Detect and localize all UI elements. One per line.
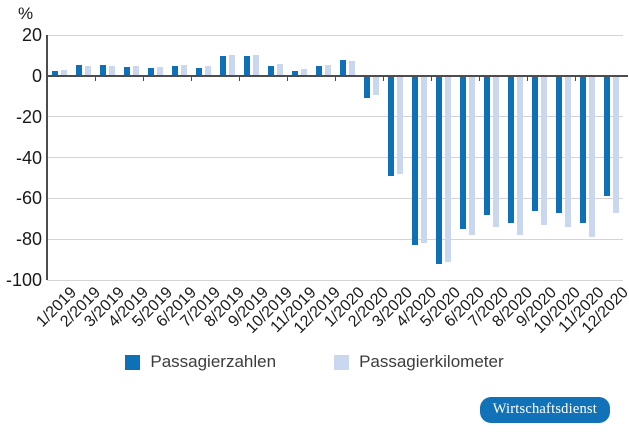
legend-label-passagierkilometer: Passagierkilometer [359, 352, 504, 371]
bar-passagierzahlen-10-2019 [267, 65, 274, 76]
bar-passagierzahlen-9-2020 [531, 75, 538, 211]
bar-passagierkilometer-12-2020 [612, 75, 619, 213]
bar-passagierkilometer-7-2019 [204, 66, 211, 76]
x-axis-tick [287, 76, 288, 81]
bar-passagierkilometer-5-2019 [156, 66, 163, 76]
bar-passagierzahlen-7-2019 [195, 67, 202, 76]
gridline--20 [47, 116, 623, 118]
bar-passagierzahlen-10-2020 [555, 75, 562, 213]
y-tick-label-0: 0 [31, 65, 42, 86]
bar-passagierkilometer-6-2019 [180, 64, 187, 76]
bar-passagierkilometer-11-2019 [300, 69, 307, 76]
legend-label-passagierzahlen: Passagierzahlen [150, 352, 277, 371]
bar-passagierzahlen-1-2020 [339, 59, 346, 76]
x-axis-tick [383, 76, 384, 81]
legend-item-passagierzahlen: Passagierzahlen [125, 352, 276, 372]
bar-passagierkilometer-4-2020 [420, 75, 427, 244]
bar-passagierkilometer-1-2019 [60, 69, 67, 76]
x-axis-tick [191, 76, 192, 81]
gridline--80 [47, 238, 623, 240]
bar-passagierzahlen-1-2019 [51, 71, 58, 76]
y-tick-label--40: -40 [15, 147, 42, 168]
bar-passagierkilometer-10-2020 [564, 75, 571, 227]
x-axis-tick [143, 76, 144, 81]
legend: Passagierzahlen Passagierkilometer [0, 352, 629, 372]
bar-passagierzahlen-4-2019 [123, 67, 130, 76]
bar-passagierzahlen-5-2019 [147, 68, 154, 76]
bar-passagierkilometer-6-2020 [468, 75, 475, 236]
gridline--100 [47, 279, 623, 281]
bar-passagierzahlen-5-2020 [435, 75, 442, 264]
y-tick-label--60: -60 [15, 188, 42, 209]
x-axis-tick [95, 76, 96, 81]
bar-passagierkilometer-12-2019 [324, 65, 331, 76]
bar-passagierzahlen-8-2019 [219, 56, 226, 76]
bar-passagierkilometer-2-2020 [372, 75, 379, 96]
bar-passagierkilometer-10-2019 [276, 64, 283, 76]
bar-passagierkilometer-5-2020 [444, 75, 451, 262]
gridline--40 [47, 157, 623, 158]
wirtschaftsdienst-badge: Wirtschaftsdienst [479, 397, 610, 423]
x-axis-tick [239, 76, 240, 81]
bar-passagierzahlen-4-2020 [411, 75, 418, 246]
bar-passagierzahlen-8-2020 [507, 75, 514, 223]
x-axis-tick [575, 76, 576, 81]
x-axis-zero-line [46, 74, 628, 77]
y-tick-label--100: -100 [5, 270, 42, 290]
gridline--60 [47, 197, 623, 199]
bar-passagierkilometer-3-2020 [396, 75, 403, 174]
bar-passagierkilometer-2-2019 [84, 65, 91, 76]
legend-item-passagierkilometer: Passagierkilometer [334, 352, 504, 372]
y-tick-label--80: -80 [15, 229, 42, 250]
bar-passagierzahlen-3-2020 [387, 75, 394, 176]
y-axis-line [46, 35, 48, 280]
legend-swatch-passagierzahlen [125, 354, 141, 370]
y-tick-label-20: 20 [21, 25, 42, 45]
x-axis-tick [335, 76, 336, 81]
bar-passagierkilometer-1-2020 [348, 60, 355, 76]
bar-passagierkilometer-9-2019 [252, 55, 259, 76]
bar-passagierkilometer-11-2020 [588, 75, 595, 238]
bar-passagierzahlen-6-2019 [171, 65, 178, 76]
x-axis-tick [527, 76, 528, 81]
bar-passagierzahlen-3-2019 [99, 65, 106, 76]
y-tick-label--20: -20 [15, 106, 42, 127]
bar-passagierkilometer-7-2020 [492, 75, 499, 227]
bar-passagierzahlen-6-2020 [459, 75, 466, 229]
bar-passagierzahlen-12-2019 [315, 66, 322, 76]
bar-passagierkilometer-8-2020 [516, 75, 523, 236]
bar-passagierzahlen-12-2020 [603, 75, 610, 197]
legend-swatch-passagierkilometer [334, 354, 350, 370]
bar-passagierkilometer-8-2019 [228, 55, 235, 76]
bar-passagierzahlen-11-2019 [291, 70, 298, 76]
bar-passagierkilometer-4-2019 [132, 65, 139, 76]
bar-passagierkilometer-3-2019 [108, 66, 115, 76]
gridline-20 [47, 34, 623, 36]
bar-passagierzahlen-11-2020 [579, 75, 586, 223]
y-axis-unit-label: % [18, 4, 34, 23]
bar-passagierzahlen-7-2020 [483, 75, 490, 215]
bar-passagierzahlen-9-2019 [243, 56, 250, 76]
x-axis-tick [479, 76, 480, 81]
bar-passagierkilometer-9-2020 [540, 75, 547, 225]
bar-passagierzahlen-2-2019 [75, 64, 82, 76]
x-axis-tick [431, 76, 432, 81]
plot-area [46, 34, 628, 281]
bar-passagierzahlen-2-2020 [363, 75, 370, 99]
